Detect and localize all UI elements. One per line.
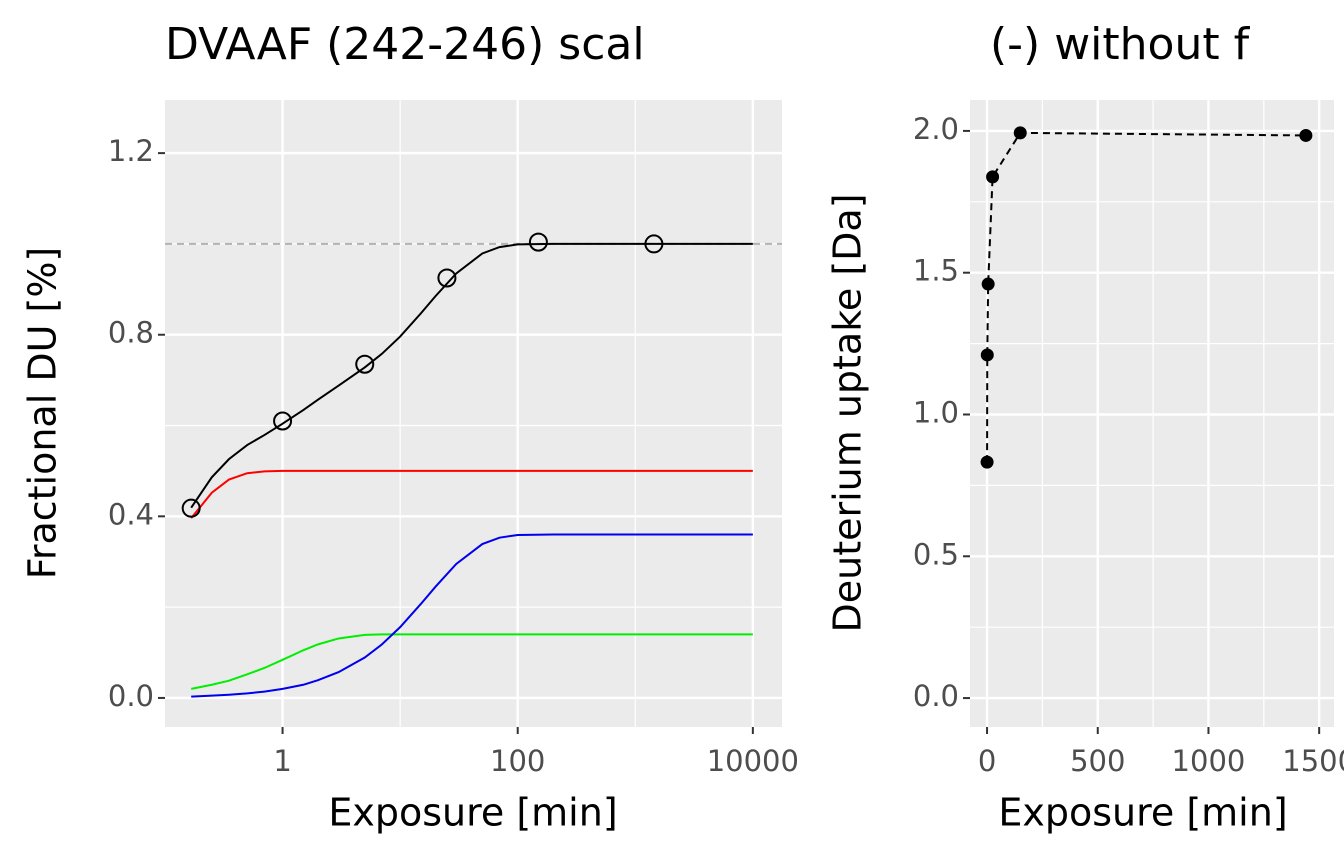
fit-curve bbox=[190, 469, 753, 519]
fit-curve bbox=[190, 242, 753, 509]
y-tick-label: 1.5 bbox=[913, 254, 959, 288]
data-point bbox=[1013, 126, 1027, 140]
x-axis-title: Exposure [min] bbox=[998, 791, 1287, 835]
x-tick-label: 1 bbox=[273, 744, 291, 778]
y-axis-title: Fractional DU [%] bbox=[21, 247, 65, 580]
data-point bbox=[986, 170, 1000, 184]
data-point bbox=[980, 455, 994, 469]
y-tick-label: 0.8 bbox=[108, 316, 154, 350]
fit-curve bbox=[191, 533, 753, 698]
data-point bbox=[355, 354, 375, 374]
data-point bbox=[980, 348, 994, 362]
x-tick-label: 500 bbox=[1070, 744, 1125, 778]
x-axis-title: Exposure [min] bbox=[328, 791, 617, 835]
data-point bbox=[437, 268, 457, 288]
x-tick-label: 10000 bbox=[707, 744, 799, 778]
data-point bbox=[644, 234, 664, 254]
y-tick-label: 1.0 bbox=[913, 395, 959, 429]
left-panel: DVAAF (242-246) scal Exposure [min] Frac… bbox=[21, 19, 799, 835]
x-tick-label: 1000 bbox=[1172, 744, 1246, 778]
data-point bbox=[273, 411, 293, 431]
data-point bbox=[181, 498, 201, 518]
y-tick-label: 0.0 bbox=[108, 679, 154, 713]
data-line bbox=[986, 131, 1306, 463]
fit-curve bbox=[190, 633, 753, 690]
y-tick-label: 2.0 bbox=[913, 112, 959, 146]
y-tick-label: 0.4 bbox=[108, 497, 154, 531]
data-point bbox=[1299, 128, 1313, 142]
data-point bbox=[981, 277, 995, 291]
y-tick-label: 0.5 bbox=[913, 537, 959, 571]
chart-title: (-) without f bbox=[990, 19, 1251, 70]
x-tick-label: 100 bbox=[490, 744, 545, 778]
y-tick-label: 1.2 bbox=[108, 134, 154, 168]
chart-title: DVAAF (242-246) scal bbox=[165, 19, 645, 70]
plot-background bbox=[165, 100, 782, 727]
y-axis-title: Deuterium uptake [Da] bbox=[826, 193, 870, 632]
data-point bbox=[528, 232, 548, 252]
y-tick-label: 0.0 bbox=[913, 679, 959, 713]
x-tick-label: 0 bbox=[978, 744, 996, 778]
right-panel: (-) without f Exposure [min] Deuterium u… bbox=[826, 19, 1344, 835]
